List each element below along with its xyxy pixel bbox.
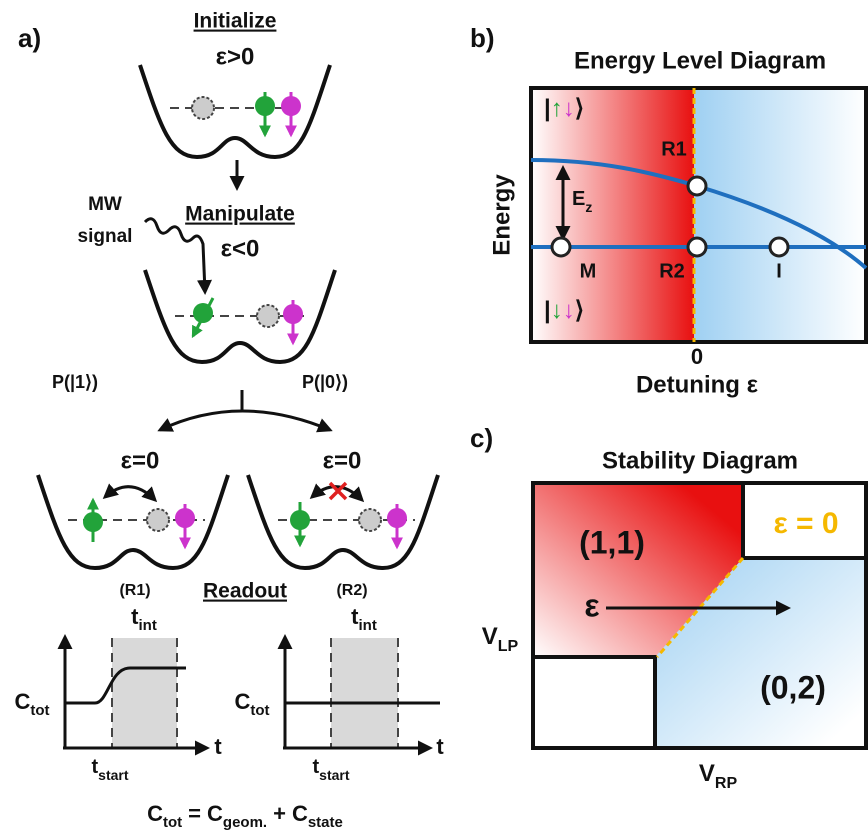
operating-point — [552, 238, 570, 256]
panel-title: Stability Diagram — [602, 447, 798, 474]
condition: ε>0 — [216, 43, 255, 70]
step-title: Manipulate — [185, 203, 295, 226]
panel-b: b) Energy Level Diagram R1 M R2 I Ez |↑↓… — [470, 23, 866, 398]
double-well — [140, 65, 330, 157]
operating-point — [688, 238, 706, 256]
panel-label: a) — [18, 23, 41, 53]
condition: ε<0 — [221, 235, 260, 262]
condition: ε=0 — [121, 447, 160, 474]
readout-label: (R1) — [119, 582, 150, 599]
empty-dot — [192, 97, 214, 119]
x-label: t — [436, 734, 444, 759]
integration-window — [112, 638, 177, 748]
empty-dot — [147, 509, 169, 531]
x-label: Detuning ε — [636, 371, 758, 398]
branch-arrow — [160, 411, 330, 430]
condition: ε=0 — [323, 447, 362, 474]
point-label: R2 — [659, 260, 685, 282]
state-label: |↑↓⟩ — [544, 95, 584, 122]
mw-signal — [145, 219, 205, 292]
operating-point — [688, 177, 706, 195]
region-label: (1,1) — [579, 524, 645, 560]
tunnel-arrow — [105, 487, 155, 500]
step-title: Initialize — [194, 10, 277, 33]
x-label: VRP — [699, 760, 738, 791]
point-label: M — [580, 260, 597, 282]
readout-label: (R2) — [336, 582, 367, 599]
y-label: Ctot — [234, 689, 269, 720]
point-label: R1 — [661, 138, 687, 160]
step-title: Readout — [203, 580, 287, 603]
panel-label: c) — [470, 423, 493, 453]
panel-a: a) Initialize ε>0 MW signal Manipulate ε… — [14, 10, 444, 832]
boundary-label: ε = 0 — [773, 507, 838, 540]
start-label: tstart — [91, 756, 128, 782]
state-label: |↓↓⟩ — [544, 297, 584, 324]
y-label: Ctot — [14, 689, 49, 720]
x-label: t — [214, 734, 222, 759]
panel-label: b) — [470, 23, 495, 53]
region-label: (0,2) — [760, 669, 826, 705]
panel-title: Energy Level Diagram — [574, 47, 826, 74]
point-label: I — [776, 260, 782, 282]
empty-dot — [257, 305, 279, 327]
start-label: tstart — [312, 756, 349, 782]
window-label: tint — [351, 604, 377, 635]
branch-label: P(|1⟩) — [52, 372, 98, 392]
empty-dot — [359, 509, 381, 531]
window-label: tint — [131, 604, 157, 635]
branch-label: P(|0⟩) — [302, 372, 348, 392]
formula: Ctot=Cgeom.+Cstate — [147, 801, 343, 832]
x-tick-label: 0 — [691, 344, 703, 369]
double-well — [38, 475, 228, 568]
region-boundary — [533, 657, 655, 748]
y-label: Energy — [488, 174, 515, 256]
operating-point — [770, 238, 788, 256]
y-label: VLP — [482, 623, 519, 654]
arrow-label: ε — [584, 587, 599, 623]
mw-label: MW — [88, 194, 122, 215]
integration-window — [331, 638, 398, 748]
panel-c: c) Stability Diagram (1,1) ε = 0 (0,2) ε… — [470, 423, 866, 792]
mw-label: signal — [78, 226, 133, 247]
figure: a) Initialize ε>0 MW signal Manipulate ε… — [0, 0, 868, 834]
